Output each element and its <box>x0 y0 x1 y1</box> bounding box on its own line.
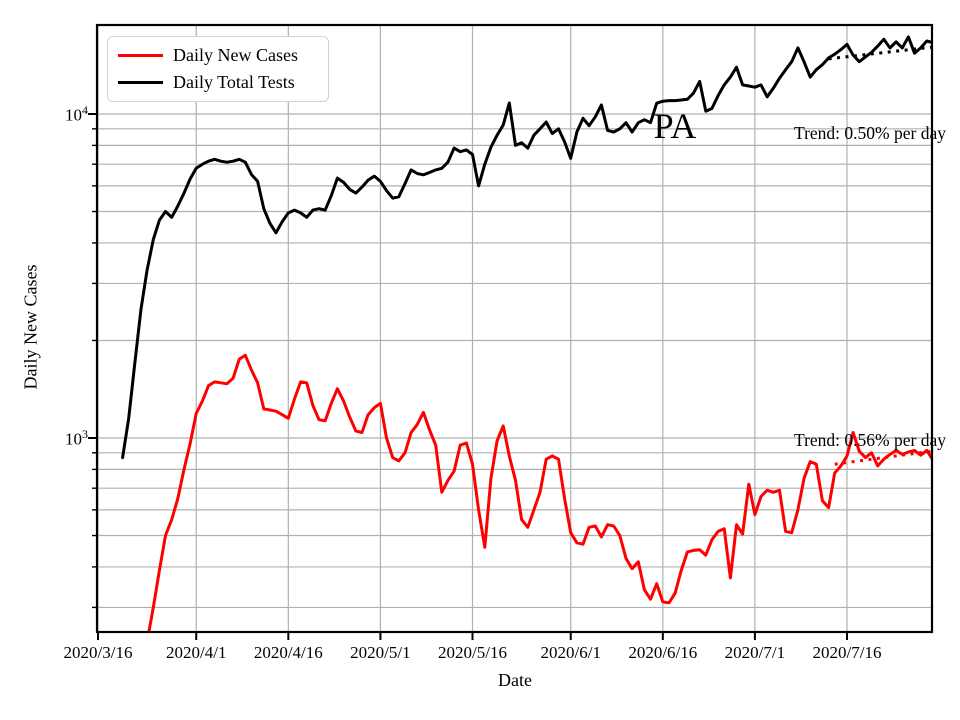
legend-label: Daily New Cases <box>173 44 298 65</box>
x-tick-label: 2020/6/16 <box>628 643 698 662</box>
legend-line-sample-black <box>118 80 163 85</box>
series-line-daily-total-tests <box>121 35 932 460</box>
y-tick-base: 10 <box>65 429 82 449</box>
y-tick-label-10e3: 103 <box>52 427 88 450</box>
x-tick-label: 2020/4/1 <box>165 643 227 662</box>
x-tick-label: 2020/3/16 <box>63 643 133 662</box>
y-axis-label: Daily New Cases <box>20 264 41 390</box>
x-tick-label: 2020/5/16 <box>438 643 507 662</box>
legend-item-daily-new-cases: Daily New Cases <box>108 42 328 68</box>
y-tick-exponent: 4 <box>82 103 88 117</box>
y-tick-base: 10 <box>65 105 82 125</box>
x-tick-label: 2020/5/1 <box>350 643 411 662</box>
y-tick-label-10e4: 104 <box>52 103 88 126</box>
trend-label-new-cases: Trend: 0.56% per day <box>794 430 946 450</box>
state-annotation: PA <box>653 106 697 146</box>
x-tick-label: 2020/4/16 <box>253 643 323 662</box>
x-axis-label: Date <box>498 670 532 690</box>
y-tick-exponent: 3 <box>82 427 88 441</box>
plot-border <box>95 23 934 634</box>
legend-line-sample-red <box>118 53 163 58</box>
legend-label: Daily Total Tests <box>173 72 295 93</box>
trend-label-total-tests: Trend: 0.50% per day <box>794 123 946 143</box>
series-line-daily-new-cases <box>147 353 932 632</box>
x-tick-label: 2020/7/1 <box>724 643 786 662</box>
legend: Daily New Cases Daily Total Tests <box>107 36 329 102</box>
x-tick-label: 2020/7/16 <box>812 643 882 662</box>
trend-dotted-line <box>828 45 932 61</box>
legend-item-daily-total-tests: Daily Total Tests <box>108 70 328 96</box>
x-tick-label: 2020/6/1 <box>540 643 601 662</box>
